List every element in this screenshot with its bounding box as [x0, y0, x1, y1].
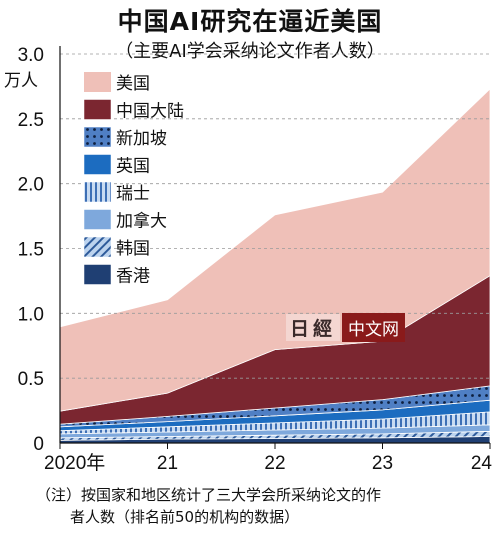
legend-label-美国: 美国 [116, 74, 150, 94]
legend-label-英国: 英国 [116, 157, 150, 177]
y-tick-label: 0 [33, 434, 44, 455]
legend-label-瑞士: 瑞士 [116, 184, 150, 204]
x-tick-label: 22 [264, 453, 285, 474]
footnote: （注）按国家和地区统计了三大学会所采纳论文的作 者人数（排名前50的机构的数据） [36, 484, 491, 528]
legend-swatch-瑞士 [83, 181, 112, 203]
watermark: 日經 中文网 [286, 312, 406, 342]
legend-swatch-英国 [83, 154, 112, 175]
chart-title: 中国AI研究在逼近美国 [117, 7, 383, 36]
x-tick-label: 24 [471, 453, 493, 474]
y-tick-label: 1.5 [18, 240, 44, 261]
footnote-line-2: 者人数（排名前50的机构的数据） [70, 508, 300, 526]
y-tick-label: 0.5 [18, 369, 44, 390]
y-tick-label: 2.5 [18, 110, 44, 131]
footnote-line-1: （注）按国家和地区统计了三大学会所采纳论文的作 [36, 486, 382, 504]
legend-label-韩国: 韩国 [116, 239, 150, 259]
legend-label-香港: 香港 [116, 267, 150, 287]
y-tick-label: 2.0 [18, 175, 44, 196]
legend-swatch-中国大陆 [83, 99, 112, 120]
x-tick-label: 23 [372, 453, 393, 474]
watermark-text: 中文网 [342, 312, 406, 342]
legend-swatch-美国 [84, 72, 111, 92]
y-axis-unit: 万人 [4, 71, 38, 91]
legend-label-加拿大: 加拿大 [116, 211, 167, 232]
legend-swatch-新加坡 [83, 126, 112, 148]
watermark-logo: 日經 [286, 313, 341, 341]
y-tick-label: 1.0 [18, 304, 44, 325]
x-tick-label: 2020年 [44, 452, 105, 474]
legend-label-中国大陆: 中国大陆 [116, 102, 184, 122]
y-tick-label: 3.0 [18, 45, 44, 66]
chart-subtitle: （主要AI学会采纳论文作者人数） [115, 41, 385, 62]
legend-swatch-加拿大 [83, 209, 112, 230]
legend-swatch-韩国 [83, 236, 112, 258]
legend-label-新加坡: 新加坡 [116, 129, 167, 149]
legend-swatch-香港 [83, 264, 112, 285]
x-tick-label: 21 [157, 453, 178, 474]
